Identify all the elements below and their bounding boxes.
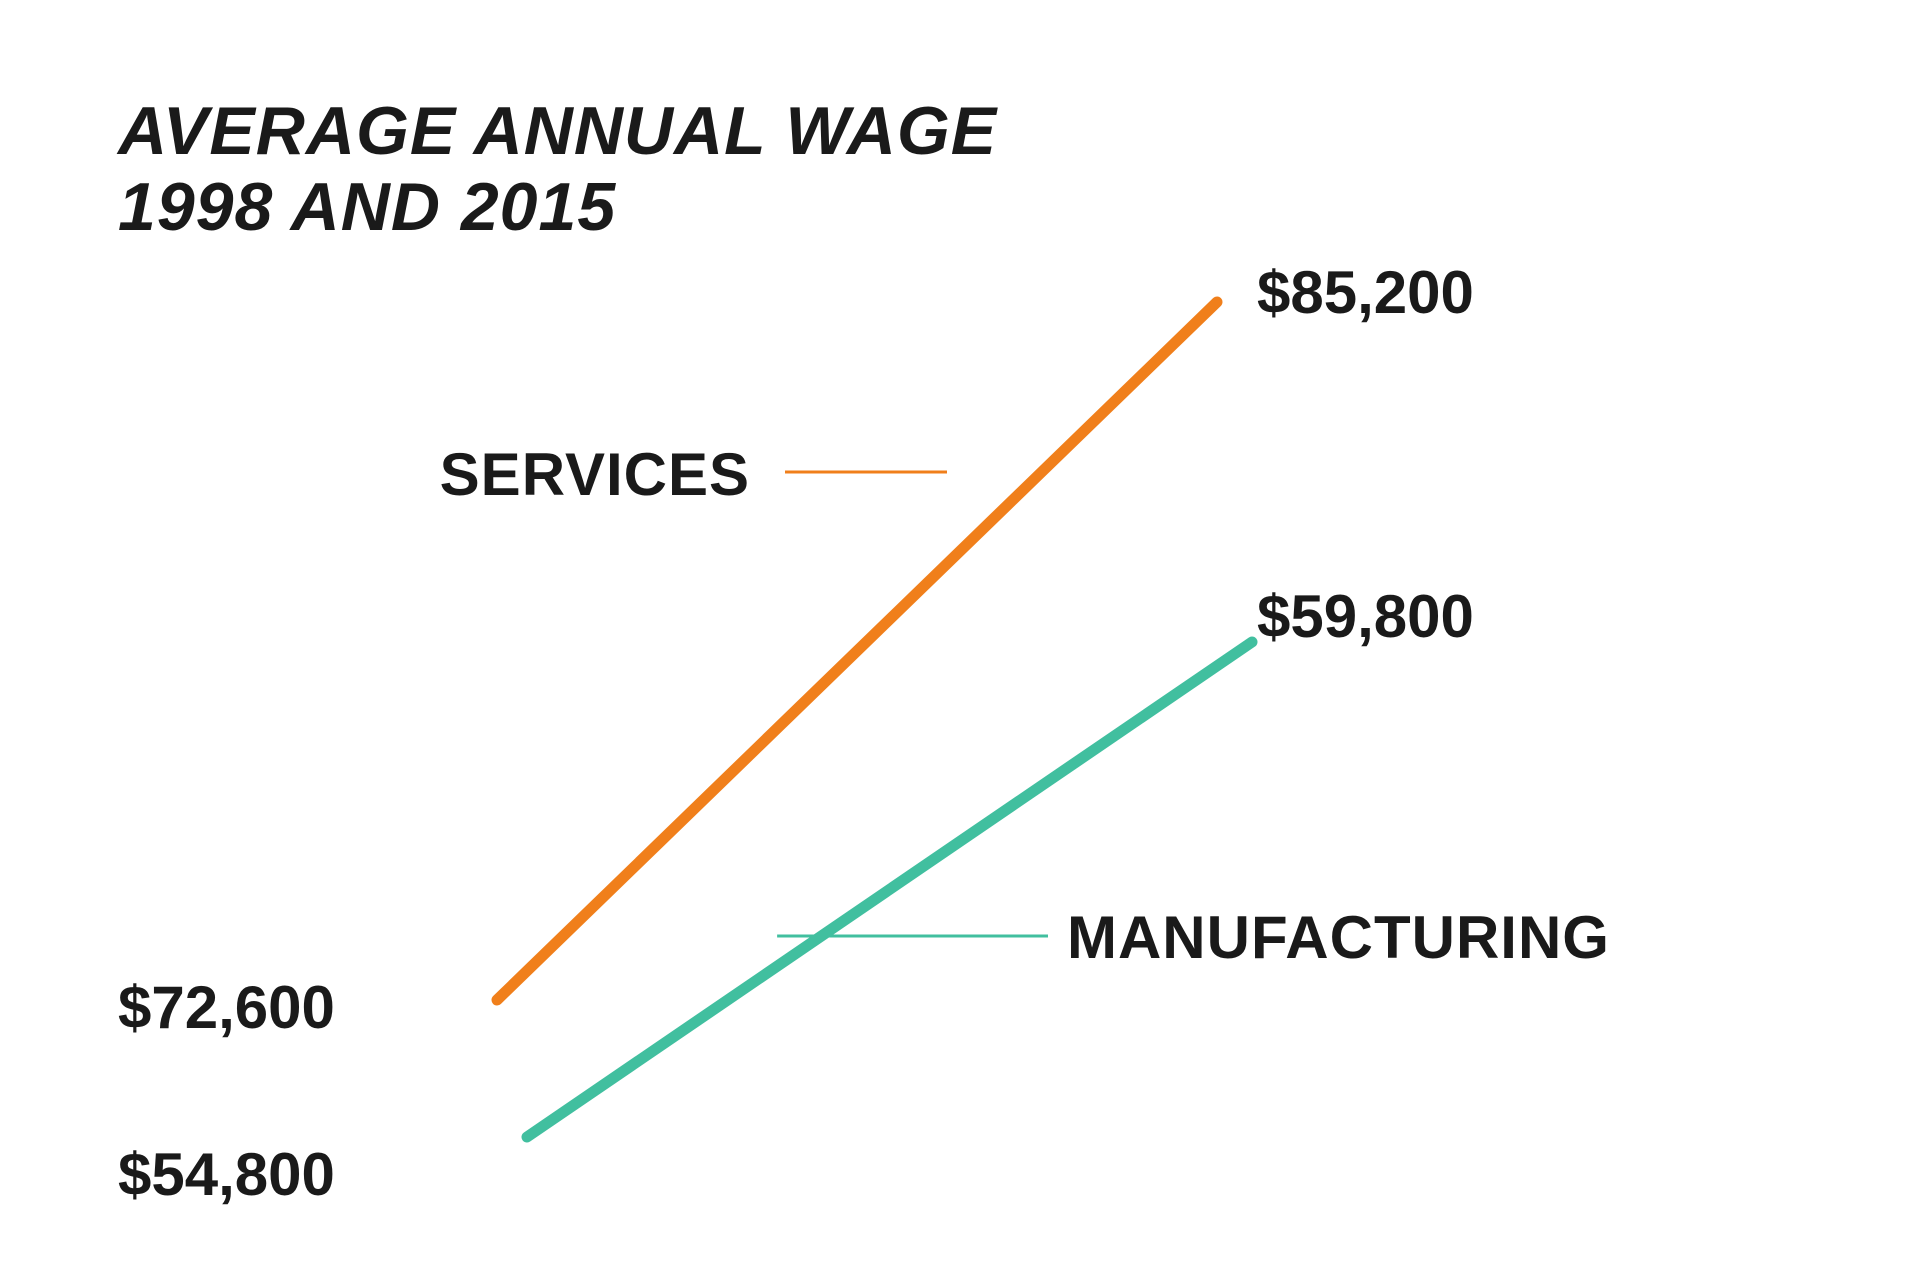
chart-subtitle: 1998 AND 2015 [118, 169, 617, 245]
manufacturing-series-label: MANUFACTURING [1067, 904, 1610, 971]
services-start-value-label: $72,600 [118, 974, 335, 1041]
services-series-line [491, 296, 1223, 1006]
chart-title: AVERAGE ANNUAL WAGE [118, 93, 998, 169]
services-end-value-label: $85,200 [1257, 259, 1474, 326]
manufacturing-series-line [521, 636, 1258, 1143]
manufacturing-start-value-label: $54,800 [118, 1141, 335, 1208]
manufacturing-end-value-label: $59,800 [1257, 583, 1474, 650]
services-series-label: SERVICES [440, 441, 750, 508]
